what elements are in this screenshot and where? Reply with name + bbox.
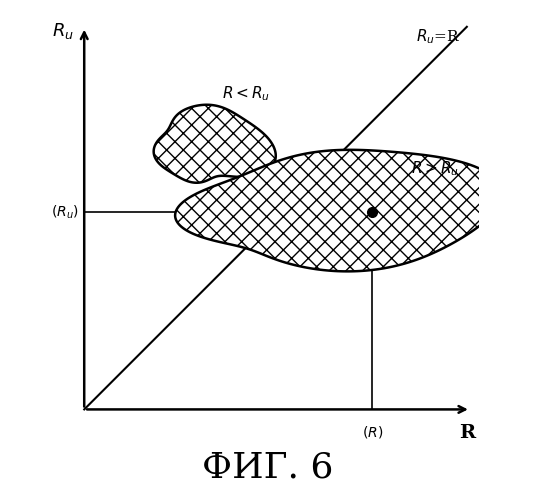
- Polygon shape: [154, 105, 276, 183]
- Text: R: R: [459, 425, 475, 443]
- Text: $(R_u)$: $(R_u)$: [50, 204, 78, 221]
- Text: $R<R_u$: $R<R_u$: [222, 84, 270, 103]
- Text: $(R)$: $(R)$: [362, 425, 383, 441]
- Text: ФИГ. 6: ФИГ. 6: [202, 450, 333, 484]
- Text: $R>R_u$: $R>R_u$: [411, 160, 460, 178]
- Text: $R_u$: $R_u$: [52, 21, 74, 41]
- Polygon shape: [175, 150, 501, 271]
- Text: $R_u$=R: $R_u$=R: [416, 27, 460, 45]
